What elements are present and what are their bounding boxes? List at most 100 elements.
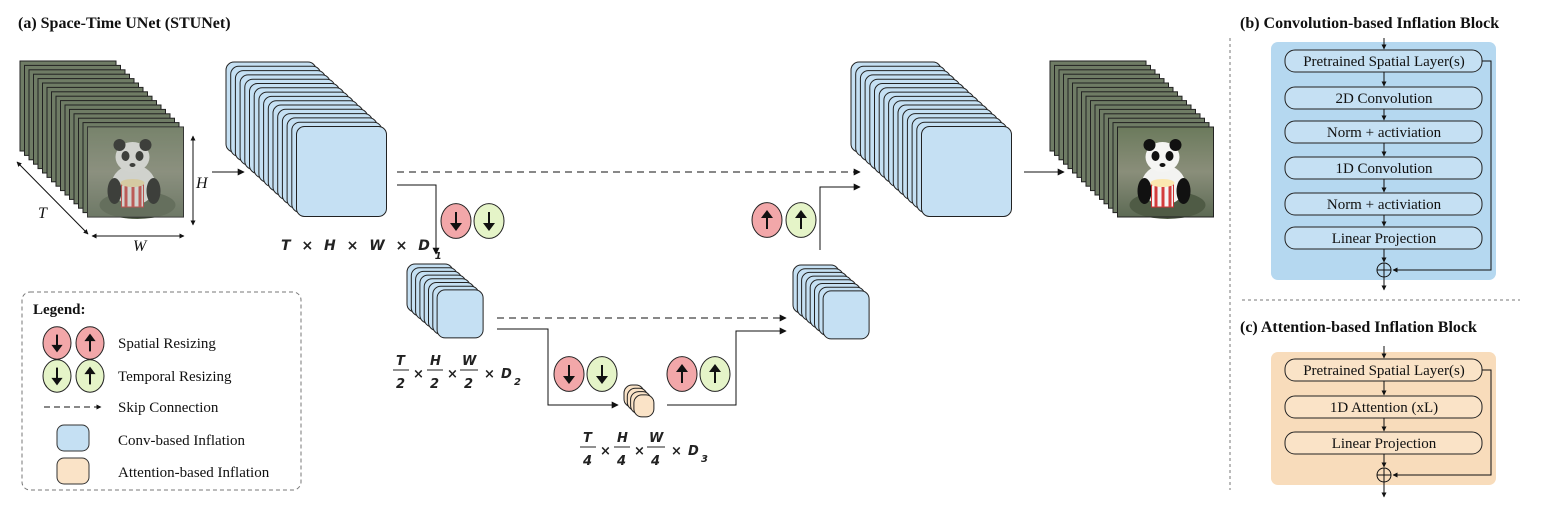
svg-text:×: ×: [413, 367, 424, 382]
down-arrow-icon: [51, 334, 63, 353]
legend: Legend: Spatial Resizing Temporal Resizi…: [21, 291, 302, 491]
level1-shape-label: T × H × W × D 1: [281, 238, 442, 262]
down-arrow-icon: [596, 365, 608, 384]
svg-text:×: ×: [671, 444, 682, 459]
dim-h-label: H: [195, 175, 209, 192]
attn-residual-connection: [1392, 369, 1492, 478]
noise-overlay: [87, 127, 184, 217]
l1-x1: ×: [301, 238, 313, 254]
temporal-upsample-indicator: [75, 359, 105, 393]
legend-attn-swatch: [56, 457, 90, 485]
decoder-level2-block-slice: [822, 290, 870, 340]
level3-shape-label: T 4 × H 4 × W 4 × D 3: [580, 431, 708, 469]
up-arrow-icon: [795, 210, 807, 229]
svg-text:4: 4: [616, 454, 626, 469]
spatial-upsample-indicator: [751, 202, 783, 238]
svg-text:4: 4: [650, 454, 660, 469]
encoder-level1-block-slice: [296, 126, 387, 217]
conv-layer-label: Norm + activiation: [1327, 125, 1442, 141]
unet-blocks: [225, 61, 1012, 418]
conv-layer-label: Pretrained Spatial Layer(s): [1303, 54, 1465, 70]
output-video-stack: [1049, 60, 1214, 220]
up-arrow-icon: [761, 210, 773, 229]
conv-inflation-block: Pretrained Spatial Layer(s) 2D Convolutio…: [1284, 38, 1492, 291]
unet-connections: [397, 168, 1065, 409]
down-arrow-icon: [483, 212, 495, 231]
temporal-upsample-indicator: [699, 356, 731, 392]
l1-t: T: [281, 238, 292, 254]
l1-x2: ×: [347, 238, 359, 254]
panda-image: [1117, 126, 1214, 220]
l1-d: D: [418, 238, 430, 254]
svg-text:3: 3: [701, 454, 708, 465]
resizing-indicators: [440, 202, 817, 392]
up-arrow-icon: [709, 364, 721, 383]
svg-text:W: W: [649, 431, 664, 446]
legend-conv-swatch: [56, 424, 90, 452]
panel-c-title: (c) Attention-based Inflation Block: [1240, 319, 1477, 336]
dim-t-label: T: [38, 205, 48, 222]
spatial-upsample-indicator: [666, 356, 698, 392]
up-arrow-icon: [676, 364, 688, 383]
input-dimension-arrows: [16, 135, 196, 239]
svg-text:T: T: [396, 354, 406, 369]
svg-text:2: 2: [514, 377, 521, 388]
attn-inflation-block: Pretrained Spatial Layer(s) 1D Attention …: [1284, 346, 1492, 498]
svg-text:2: 2: [464, 377, 473, 392]
temporal-downsample-indicator: [586, 356, 618, 392]
svg-text:D: D: [688, 444, 699, 459]
svg-text:×: ×: [634, 444, 645, 459]
l1-x3: ×: [396, 238, 408, 254]
down-arrow-icon: [450, 212, 462, 231]
svg-text:H: H: [617, 431, 628, 446]
bottleneck-block-slice: [633, 394, 655, 418]
dim-w-label: W: [133, 238, 148, 255]
down-arrow-icon: [563, 365, 575, 384]
up-arrow-icon: [84, 366, 96, 385]
spatial-upsample-indicator: [75, 326, 105, 360]
temporal-upsample-indicator: [785, 202, 817, 238]
conv-layer-label: 1D Convolution: [1335, 161, 1433, 177]
encoder-level1-block: [225, 61, 387, 217]
conv-layer-label: 2D Convolution: [1335, 91, 1433, 107]
svg-text:T: T: [583, 431, 593, 446]
sum-icon: [1376, 467, 1392, 483]
legend-skip-label: Skip Connection: [118, 400, 219, 416]
attn-layer-label: Linear Projection: [1332, 436, 1437, 452]
svg-text:×: ×: [447, 367, 458, 382]
decoder-level1-block-slice: [921, 126, 1012, 217]
temporal-downsample-indicator: [473, 203, 505, 239]
legend-temporal-label: Temporal Resizing: [118, 369, 232, 385]
svg-text:H: H: [430, 354, 441, 369]
attn-layer-label: Pretrained Spatial Layer(s): [1303, 363, 1465, 379]
svg-text:×: ×: [484, 367, 495, 382]
svg-text:2: 2: [396, 377, 405, 392]
sum-icon: [1376, 262, 1392, 278]
decoder-level2-block: [792, 264, 870, 340]
legend-spatial-label: Spatial Resizing: [118, 336, 216, 352]
panel-b-title: (b) Convolution-based Inflation Block: [1240, 15, 1499, 32]
svg-text:×: ×: [600, 444, 611, 459]
svg-text:W: W: [462, 354, 477, 369]
svg-text:T × H ×: T × H × W × D 1: [281, 238, 442, 262]
svg-text:D: D: [501, 367, 512, 382]
output-frame-frame: [1117, 126, 1214, 218]
down-arrow-icon: [51, 367, 63, 386]
l1-sub: 1: [435, 251, 442, 262]
attn-layer-label: 1D Attention (xL): [1330, 400, 1438, 416]
conv-layer-label: Norm + activiation: [1327, 197, 1442, 213]
l1-h: H: [324, 238, 336, 254]
legend-attn-label: Attention-based Inflation: [118, 465, 270, 481]
bottleneck-block: [623, 384, 655, 418]
panel-a-title: (a) Space-Time UNet (STUNet): [18, 15, 231, 32]
up-arrow-icon: [84, 333, 96, 352]
encoder-level2-block: [406, 263, 484, 339]
spatial-downsample-indicator: [42, 326, 72, 360]
l1-w: W: [369, 238, 385, 254]
decoder-level1-block: [850, 61, 1012, 217]
skip-connections: [397, 168, 861, 322]
conv-layer-label: Linear Projection: [1332, 231, 1437, 247]
svg-text:4: 4: [582, 454, 592, 469]
spatial-downsample-indicator: [553, 356, 585, 392]
